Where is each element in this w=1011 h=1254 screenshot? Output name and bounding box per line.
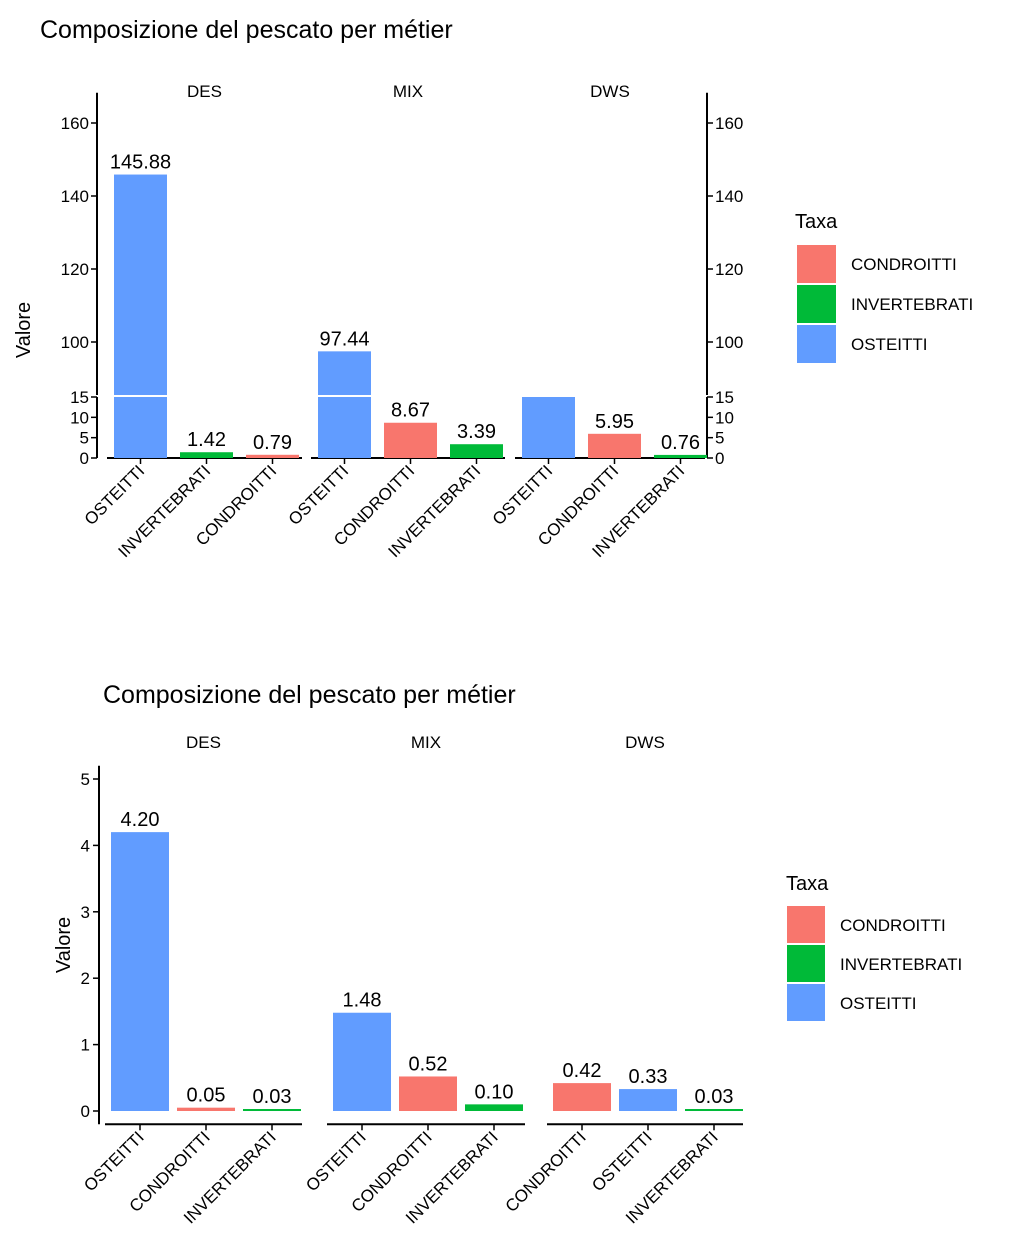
data-label: 8.67 [391, 400, 430, 422]
y-tick-label: 5 [80, 429, 89, 448]
chart2-legend-title: Taxa [786, 873, 829, 895]
x-tick-label: OSTEITTI [588, 1128, 656, 1196]
legend-label: INVERTEBRATI [840, 955, 962, 974]
legend-label: INVERTEBRATI [851, 295, 973, 314]
bar [384, 422, 437, 458]
bar [465, 1104, 523, 1111]
chart2-plot: 012345DES4.20OSTEITTI0.05CONDROITTI0.03I… [80, 733, 743, 1227]
facet-strip-label: DES [186, 733, 221, 752]
x-tick-label: OSTEITTI [489, 461, 557, 529]
legend-label: OSTEITTI [851, 335, 928, 354]
facet-strip-label: MIX [411, 733, 441, 752]
legend-key [787, 945, 825, 982]
data-label: 4.20 [121, 809, 160, 831]
y-tick-label: 15 [715, 388, 734, 407]
facet-strip-label: DES [187, 82, 222, 101]
data-label: 1.48 [343, 990, 382, 1012]
bar [318, 397, 371, 458]
facet-strip-label: DWS [625, 733, 665, 752]
bar [399, 1076, 457, 1111]
data-label: 0.52 [409, 1053, 448, 1075]
y-tick-label: 4 [81, 836, 90, 855]
data-label: 3.39 [457, 421, 496, 443]
facet-strip-label: DWS [590, 82, 630, 101]
bar [333, 1012, 391, 1111]
legend-key [797, 325, 836, 363]
legend-key [797, 245, 836, 283]
y-tick-label: 10 [715, 408, 734, 427]
legend-key [797, 285, 836, 323]
y-tick-label: 3 [81, 903, 90, 922]
bar [654, 454, 707, 458]
y-tick-label: 10 [70, 408, 89, 427]
y-tick-label: 2 [81, 969, 90, 988]
x-tick-label: OSTEITTI [80, 1128, 148, 1196]
data-label: 0.03 [695, 1086, 734, 1108]
y-tick-label: 120 [715, 260, 743, 279]
y-tick-label: 1 [81, 1036, 90, 1055]
y-tick-label: 15 [70, 388, 89, 407]
bar [111, 832, 169, 1111]
legend-label: CONDROITTI [851, 255, 957, 274]
y-tick-label: 120 [61, 260, 89, 279]
y-tick-label: 0 [81, 1102, 90, 1121]
x-tick-label: OSTEITTI [81, 461, 149, 529]
y-tick-label: 140 [61, 187, 89, 206]
chart1-title: Composizione del pescato per métier [40, 16, 453, 44]
bar-upper-segment [114, 174, 167, 395]
data-label: 145.88 [110, 152, 171, 174]
data-label: 1.42 [187, 429, 226, 451]
legend-key [787, 906, 825, 943]
chart1-ylabel: Valore [13, 302, 35, 358]
y-tick-label: 0 [715, 449, 724, 468]
bar [243, 1109, 301, 1112]
bar [522, 397, 575, 458]
bar [685, 1109, 743, 1112]
chart2-ylabel: Valore [53, 917, 75, 973]
chart1-legend-title: Taxa [795, 211, 838, 233]
y-tick-label: 140 [715, 187, 743, 206]
bar [450, 444, 503, 458]
bar [246, 454, 299, 458]
legend-label: CONDROITTI [840, 916, 946, 935]
y-tick-label: 100 [61, 333, 89, 352]
y-tick-label: 100 [715, 333, 743, 352]
data-label: 0.03 [253, 1086, 292, 1108]
bar [114, 397, 167, 458]
bar [180, 452, 233, 458]
bar [177, 1107, 235, 1111]
chart1-legend: CONDROITTI INVERTEBRATI OSTEITTI [797, 245, 973, 363]
facet-strip-label: MIX [393, 82, 423, 101]
data-label: 0.33 [629, 1066, 668, 1088]
y-tick-label: 5 [715, 429, 724, 448]
y-tick-label: 0 [80, 449, 89, 468]
bar [588, 433, 641, 458]
data-label: 0.05 [187, 1085, 226, 1107]
bar-upper-segment [318, 351, 371, 395]
data-label: 0.76 [661, 432, 700, 454]
legend-label: OSTEITTI [840, 994, 917, 1013]
x-tick-label: OSTEITTI [302, 1128, 370, 1196]
chart1-plot: 100120140160051015100120140160051015DES1… [61, 82, 744, 561]
y-tick-label: 5 [81, 770, 90, 789]
data-label: 0.79 [253, 432, 292, 454]
bar [553, 1083, 611, 1111]
x-tick-label: CONDROITTI [502, 1128, 590, 1216]
y-tick-label: 160 [61, 114, 89, 133]
data-label: 5.95 [595, 411, 634, 433]
x-tick-label: OSTEITTI [285, 461, 353, 529]
data-label: 0.42 [563, 1060, 602, 1082]
data-label: 0.10 [475, 1081, 514, 1103]
bar [619, 1089, 677, 1111]
legend-key [787, 984, 825, 1021]
y-tick-label: 160 [715, 114, 743, 133]
data-label: 97.44 [319, 328, 369, 350]
chart2-legend: CONDROITTI INVERTEBRATI OSTEITTI [787, 906, 962, 1021]
chart2-title: Composizione del pescato per métier [103, 681, 516, 709]
